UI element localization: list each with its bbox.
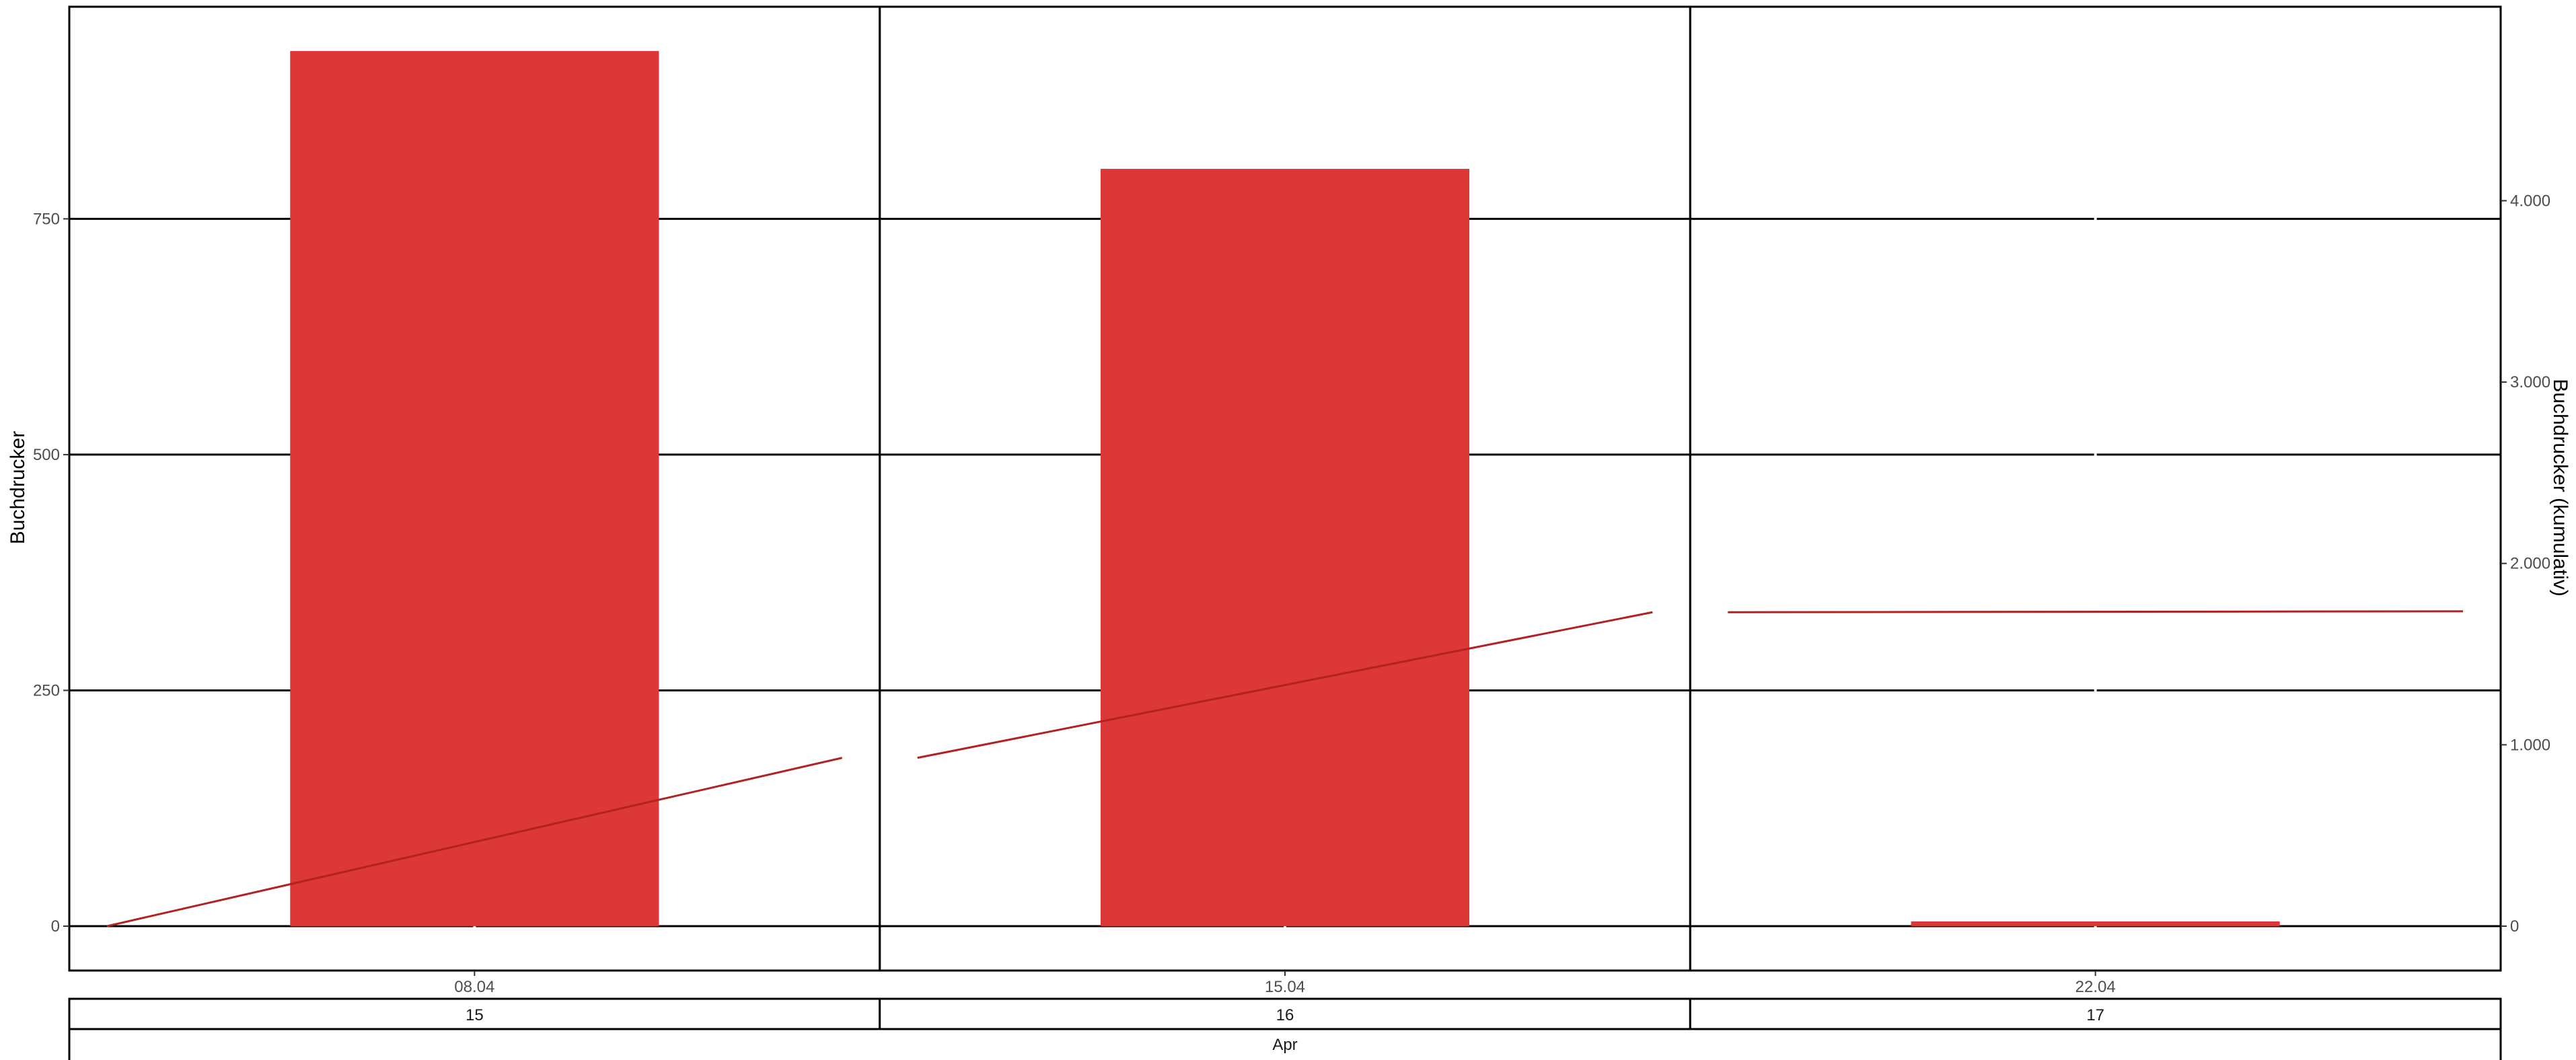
cumulative-line-segment xyxy=(917,611,1653,759)
bar xyxy=(290,50,659,926)
y-tick-label-right: 2.000 xyxy=(2510,555,2550,573)
x-tick-label: 08.04 xyxy=(454,978,494,996)
y-tick-label-left: 500 xyxy=(33,446,60,464)
x-tick-label: 22.04 xyxy=(2075,978,2116,996)
y-tick-label-right: 0 xyxy=(2510,917,2519,936)
bar xyxy=(1100,169,1470,926)
panel-border xyxy=(1689,5,2502,972)
week-strip-label: 17 xyxy=(2086,1006,2104,1024)
y-tick-label-right: 4.000 xyxy=(2510,192,2550,210)
month-strip xyxy=(68,1028,2502,1060)
x-tick-label: 15.04 xyxy=(1265,978,1305,996)
y-tick-label-left: 0 xyxy=(51,917,60,936)
y-tick-label-left: 250 xyxy=(33,681,60,699)
week-strip-label: 16 xyxy=(1276,1006,1294,1024)
axis-layer: 0 250 500 750 0 1.000 2.000 3.000 4.000 08.04 15.0… xyxy=(33,192,2550,996)
bars-layer xyxy=(290,50,2280,926)
bar xyxy=(1911,921,2280,926)
month-strip-label: Apr xyxy=(1272,1036,1297,1054)
week-strip-label: 15 xyxy=(466,1006,484,1024)
cumulative-line-layer xyxy=(106,610,2464,928)
y-tick-label-left: 750 xyxy=(33,210,60,228)
cumulative-line-segment xyxy=(1728,610,2464,613)
week-strip xyxy=(1689,997,2502,1030)
y-axis-title-right: Buchdrucker (kumulativ) xyxy=(2549,379,2571,596)
y-tick-label-right: 1.000 xyxy=(2510,736,2550,754)
y-tick-label-right: 3.000 xyxy=(2510,373,2550,391)
y-axis-title-left: Buchdrucker xyxy=(7,431,29,544)
cumulative-line-segment xyxy=(106,757,843,928)
strip-layer: 15 16 17 Apr xyxy=(68,997,2502,1060)
